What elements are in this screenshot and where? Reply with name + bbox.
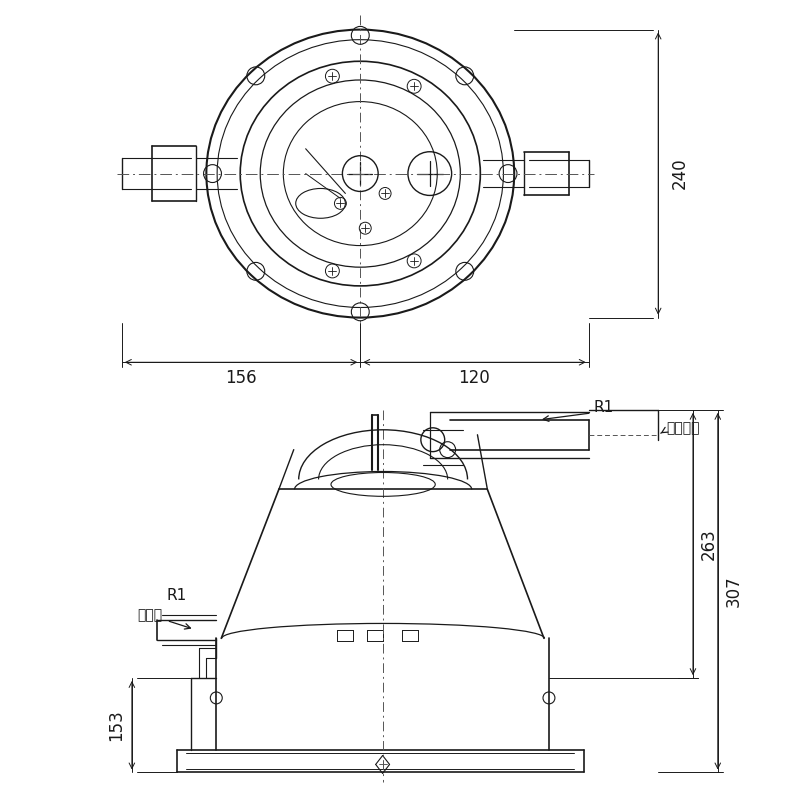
Text: 吐出し口: 吐出し口 [666,421,700,435]
Text: 307: 307 [725,575,742,607]
Text: 153: 153 [107,710,125,741]
Text: 240: 240 [671,158,689,190]
Text: 156: 156 [226,369,257,387]
Text: 120: 120 [458,369,490,387]
Text: 吸込口: 吸込口 [137,609,162,622]
Text: R1: R1 [166,588,186,603]
Text: R1: R1 [594,401,614,415]
Text: 263: 263 [700,528,718,560]
